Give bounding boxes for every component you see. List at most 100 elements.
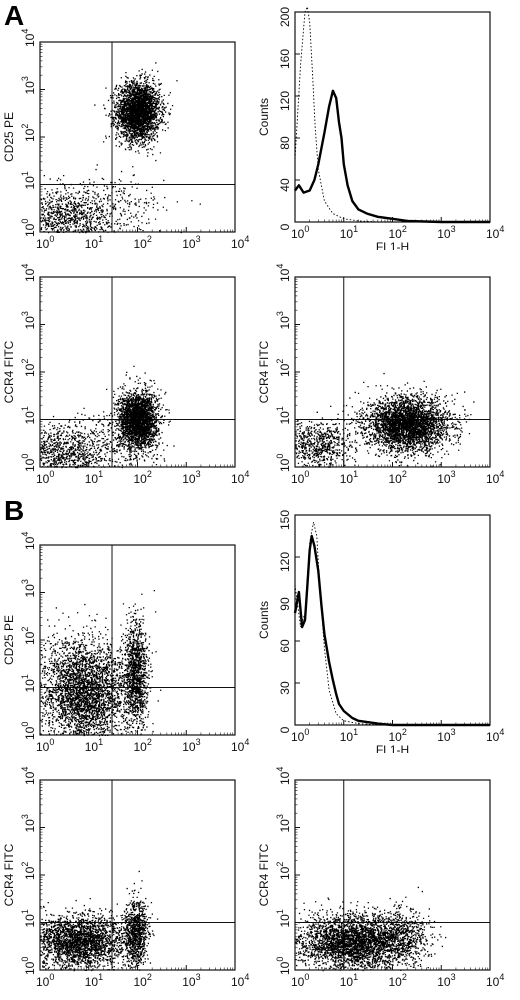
dotplot-4-y-tick-label: 104 bbox=[20, 532, 37, 550]
dotplot-6-events bbox=[40, 870, 159, 972]
dotplot-7-x-tick-label: 102 bbox=[389, 972, 407, 989]
dotplot-2-x-tick-label: 101 bbox=[85, 469, 103, 486]
dotplot-7-y-axis-label: CCR4 FITC bbox=[257, 843, 271, 906]
dotplot-7-y-tick-label: 104 bbox=[275, 767, 292, 785]
dotplot-2-x-tick-label: 100 bbox=[36, 469, 54, 486]
histogram-1-y-axis-label: Counts bbox=[257, 98, 271, 136]
dotplot-6-y-axis-label: CCR4 FITC bbox=[2, 843, 16, 906]
dotplot-4-y-tick-label: 100 bbox=[20, 722, 37, 740]
dotplot-6-x-axis-label: CD4 PerCP bbox=[106, 988, 169, 990]
histogram-1-y-tick-label: 200 bbox=[278, 7, 292, 27]
histogram-1-x-tick-label: 103 bbox=[437, 224, 455, 241]
dotplot-6-x-tick-label: 103 bbox=[182, 972, 200, 989]
dotplot-2-events bbox=[40, 365, 175, 469]
dotplot-3-x-tick-label: 102 bbox=[389, 469, 407, 486]
dotplot-6-x-tick-label: 100 bbox=[36, 972, 54, 989]
fl1-histogram-a: 100 101 102 103 104 0 40 80 120 160 200 FL1-H Counts bbox=[257, 5, 504, 250]
dotplot-4-x-tick-label: 100 bbox=[36, 737, 54, 754]
histogram-1-solid-curve bbox=[294, 89, 490, 224]
dotplot-7-y-tick-label: 103 bbox=[275, 814, 292, 832]
histogram-5-x-axis-label: FL1-H bbox=[376, 743, 409, 753]
histogram-5-y-tick-label: 90 bbox=[278, 597, 292, 611]
dotplot-7-x-tick-label: 104 bbox=[486, 972, 504, 989]
histogram-5-x-tick-label: 104 bbox=[486, 727, 504, 744]
dotplot-6-y-tick-label: 104 bbox=[20, 767, 37, 785]
dotplot-3-y-tick-label: 103 bbox=[275, 311, 292, 329]
histogram-5-frame bbox=[294, 514, 491, 726]
dotplot-7-x-tick-label: 103 bbox=[437, 972, 455, 989]
dotplot-7-x-tick-label: 100 bbox=[291, 972, 309, 989]
histogram-1-x-axis-label: FL1-H bbox=[376, 240, 409, 250]
histogram-1-y-tick-label: 0 bbox=[278, 223, 292, 230]
dotplot-4-x-axis-label: CD4 PerCP bbox=[106, 753, 169, 755]
dotplot-4-y-tick-label: 103 bbox=[20, 579, 37, 597]
fl1-histogram-b: 100 101 102 103 104 0 30 60 90 120 150 FL1-H Counts bbox=[257, 510, 504, 753]
dotplot-0-y-axis-label: CD25 PE bbox=[2, 112, 16, 162]
dotplot-4-y-tick-label: 101 bbox=[20, 674, 37, 692]
dotplot-0-x-tick-label: 103 bbox=[182, 234, 200, 251]
dotplot-2-x-tick-label: 103 bbox=[182, 469, 200, 486]
dotplot-2-y-tick-label: 104 bbox=[20, 264, 37, 282]
histogram-1-frame bbox=[294, 11, 491, 223]
dotplot-4-events bbox=[40, 590, 162, 737]
dotplot-0-events bbox=[40, 62, 201, 234]
histogram-5-y-tick-label: 60 bbox=[278, 639, 292, 653]
histogram-1-x-tick-label: 100 bbox=[291, 224, 309, 241]
histogram-5-x-tick-label: 100 bbox=[291, 727, 309, 744]
histogram-5-y-axis-label: Counts bbox=[257, 601, 271, 639]
histogram-5-y-tick-label: 30 bbox=[278, 681, 292, 695]
dotplot-7-y-tick-label: 100 bbox=[275, 957, 292, 975]
histogram-1-x-tick-label: 102 bbox=[389, 224, 407, 241]
dotplot-4-y-axis-label: CD25 PE bbox=[2, 615, 16, 665]
dotplot-7-events bbox=[295, 886, 447, 972]
ccr4-vs-cd4-dotplot-a: 100 101 102 103 104 100 101 102 103 104 CD4 PerCP C… bbox=[2, 264, 249, 487]
dotplot-0-y-tick-label: 102 bbox=[20, 124, 37, 142]
dotplot-2-y-axis-label: CCR4 FITC bbox=[2, 340, 16, 403]
dotplot-0-y-tick-label: 101 bbox=[20, 171, 37, 189]
histogram-5-x-tick-label: 101 bbox=[340, 727, 358, 744]
dotplot-2-x-tick-label: 104 bbox=[231, 469, 249, 486]
dotplot-6-y-tick-label: 101 bbox=[20, 909, 37, 927]
panel-label-b: B bbox=[4, 495, 25, 526]
dotplot-2-x-axis-label: CD4 PerCP bbox=[106, 485, 169, 487]
dotplot-2-y-tick-label: 100 bbox=[20, 454, 37, 472]
dotplot-4-x-tick-label: 101 bbox=[85, 737, 103, 754]
dotplot-3-x-tick-label: 103 bbox=[437, 469, 455, 486]
histogram-1-y-tick-label: 160 bbox=[278, 49, 292, 69]
dotplot-2-x-tick-label: 102 bbox=[134, 469, 152, 486]
ccr4-vs-cd25-dotplot-b: 100 101 102 103 104 100 101 102 103 104 CD25 PE CCR… bbox=[257, 767, 504, 990]
dotplot-6-y-tick-label: 102 bbox=[20, 862, 37, 880]
dotplot-4-y-tick-label: 102 bbox=[20, 627, 37, 645]
dotplot-6-y-tick-label: 100 bbox=[20, 957, 37, 975]
dotplot-3-y-tick-label: 101 bbox=[275, 406, 292, 424]
dotplot-6-y-tick-label: 103 bbox=[20, 814, 37, 832]
dotplot-2-y-tick-label: 103 bbox=[20, 311, 37, 329]
histogram-5-y-tick-label: 0 bbox=[278, 726, 292, 733]
histogram-1-x-tick-label: 101 bbox=[340, 224, 358, 241]
dotplot-0-y-tick-label: 103 bbox=[20, 76, 37, 94]
histogram-5-x-tick-label: 103 bbox=[437, 727, 455, 744]
dotplot-4-x-tick-label: 102 bbox=[134, 737, 152, 754]
dotplot-3-y-axis-label: CCR4 FITC bbox=[257, 340, 271, 403]
histogram-5-dotted-curve bbox=[294, 521, 490, 726]
dotplot-4-x-tick-label: 103 bbox=[182, 737, 200, 754]
dotplot-4-x-tick-label: 104 bbox=[231, 737, 249, 754]
dotplot-0-x-axis-label: CD4 PerCP bbox=[106, 250, 169, 252]
ccr4-vs-cd4-dotplot-b: 100 101 102 103 104 100 101 102 103 104 CD4 PerCP C… bbox=[2, 767, 249, 990]
dotplot-3-y-tick-label: 100 bbox=[275, 454, 292, 472]
dotplot-6-x-tick-label: 102 bbox=[134, 972, 152, 989]
dotplot-3-x-tick-label: 101 bbox=[340, 469, 358, 486]
dotplot-3-y-tick-label: 102 bbox=[275, 359, 292, 377]
panel-label-a: A bbox=[4, 0, 25, 31]
histogram-1-y-tick-label: 120 bbox=[278, 91, 292, 111]
cd25-vs-cd4-dotplot-b: 100 101 102 103 104 100 101 102 103 104 CD4 PerCP C… bbox=[2, 532, 249, 755]
dotplot-3-y-tick-label: 104 bbox=[275, 264, 292, 282]
dotplot-3-x-axis-label: CD25 PE bbox=[367, 485, 417, 487]
histogram-1-y-tick-label: 40 bbox=[278, 178, 292, 192]
dotplot-2-y-tick-label: 102 bbox=[20, 359, 37, 377]
histogram-1-x-tick-label: 104 bbox=[486, 224, 504, 241]
ccr4-vs-cd25-dotplot-a: 100 101 102 103 104 100 101 102 103 104 CD25 PE CCR… bbox=[257, 264, 504, 487]
dotplot-0-x-tick-label: 102 bbox=[134, 234, 152, 251]
dotplot-7-y-tick-label: 102 bbox=[275, 862, 292, 880]
histogram-5-y-tick-label: 120 bbox=[278, 552, 292, 572]
